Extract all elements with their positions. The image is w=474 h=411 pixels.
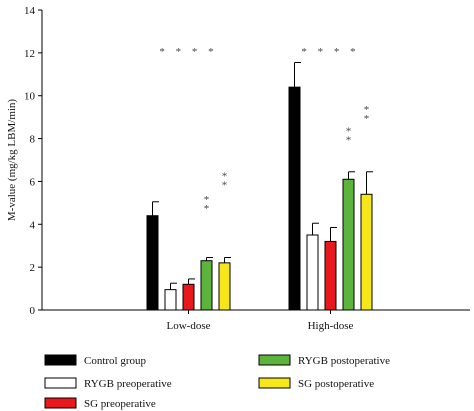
significance-marker: * *: [346, 125, 352, 146]
y-tick-label: 4: [30, 219, 36, 231]
bar: [342, 178, 355, 311]
bar: [360, 193, 373, 311]
x-category-label: Low-dose: [167, 320, 211, 332]
x-category-label: High-dose: [308, 320, 354, 332]
significance-markers: * * * * * * * * * * * * * * * *: [159, 46, 369, 215]
legend-swatch: [258, 377, 291, 389]
bar: [146, 215, 159, 311]
legend-label: SG postoperative: [298, 378, 374, 390]
y-tick-label: 0: [30, 305, 36, 317]
y-axis-title: M-value (mg/kg LBM/min): [6, 99, 18, 222]
legend: Control group RYGB preoperative SG preoper…: [44, 354, 390, 410]
y-tick-label: 6: [30, 176, 36, 188]
bar: [164, 289, 177, 311]
axes: 0 2 4 6 8 10 12 14 Low-dose High-dose: [24, 5, 470, 332]
legend-label: SG preoperative: [84, 398, 156, 410]
legend-swatch: [44, 377, 77, 389]
legend-swatch: [44, 397, 77, 409]
significance-marker: * *: [222, 170, 228, 191]
legend-swatch: [258, 354, 291, 366]
legend-label: Control group: [84, 355, 147, 367]
bar: [324, 240, 337, 311]
y-tick-label: 8: [30, 134, 36, 146]
significance-marker: * *: [364, 104, 370, 125]
bar: [200, 260, 213, 311]
y-tick-label: 12: [24, 48, 35, 60]
y-tick-label: 10: [24, 91, 36, 103]
legend-swatch: [44, 354, 77, 366]
bar: [182, 283, 195, 311]
legend-label: RYGB preoperative: [84, 378, 172, 390]
bars: [146, 62, 373, 311]
significance-marker: * * * *: [159, 46, 217, 58]
y-tick-label: 2: [30, 262, 36, 274]
bar: [288, 86, 301, 311]
significance-marker: * * * *: [301, 46, 359, 58]
bar: [306, 234, 319, 311]
legend-label: RYGB postoperative: [298, 355, 390, 367]
y-tick-label: 14: [24, 5, 36, 17]
significance-marker: * *: [204, 194, 210, 215]
bar: [218, 262, 231, 311]
